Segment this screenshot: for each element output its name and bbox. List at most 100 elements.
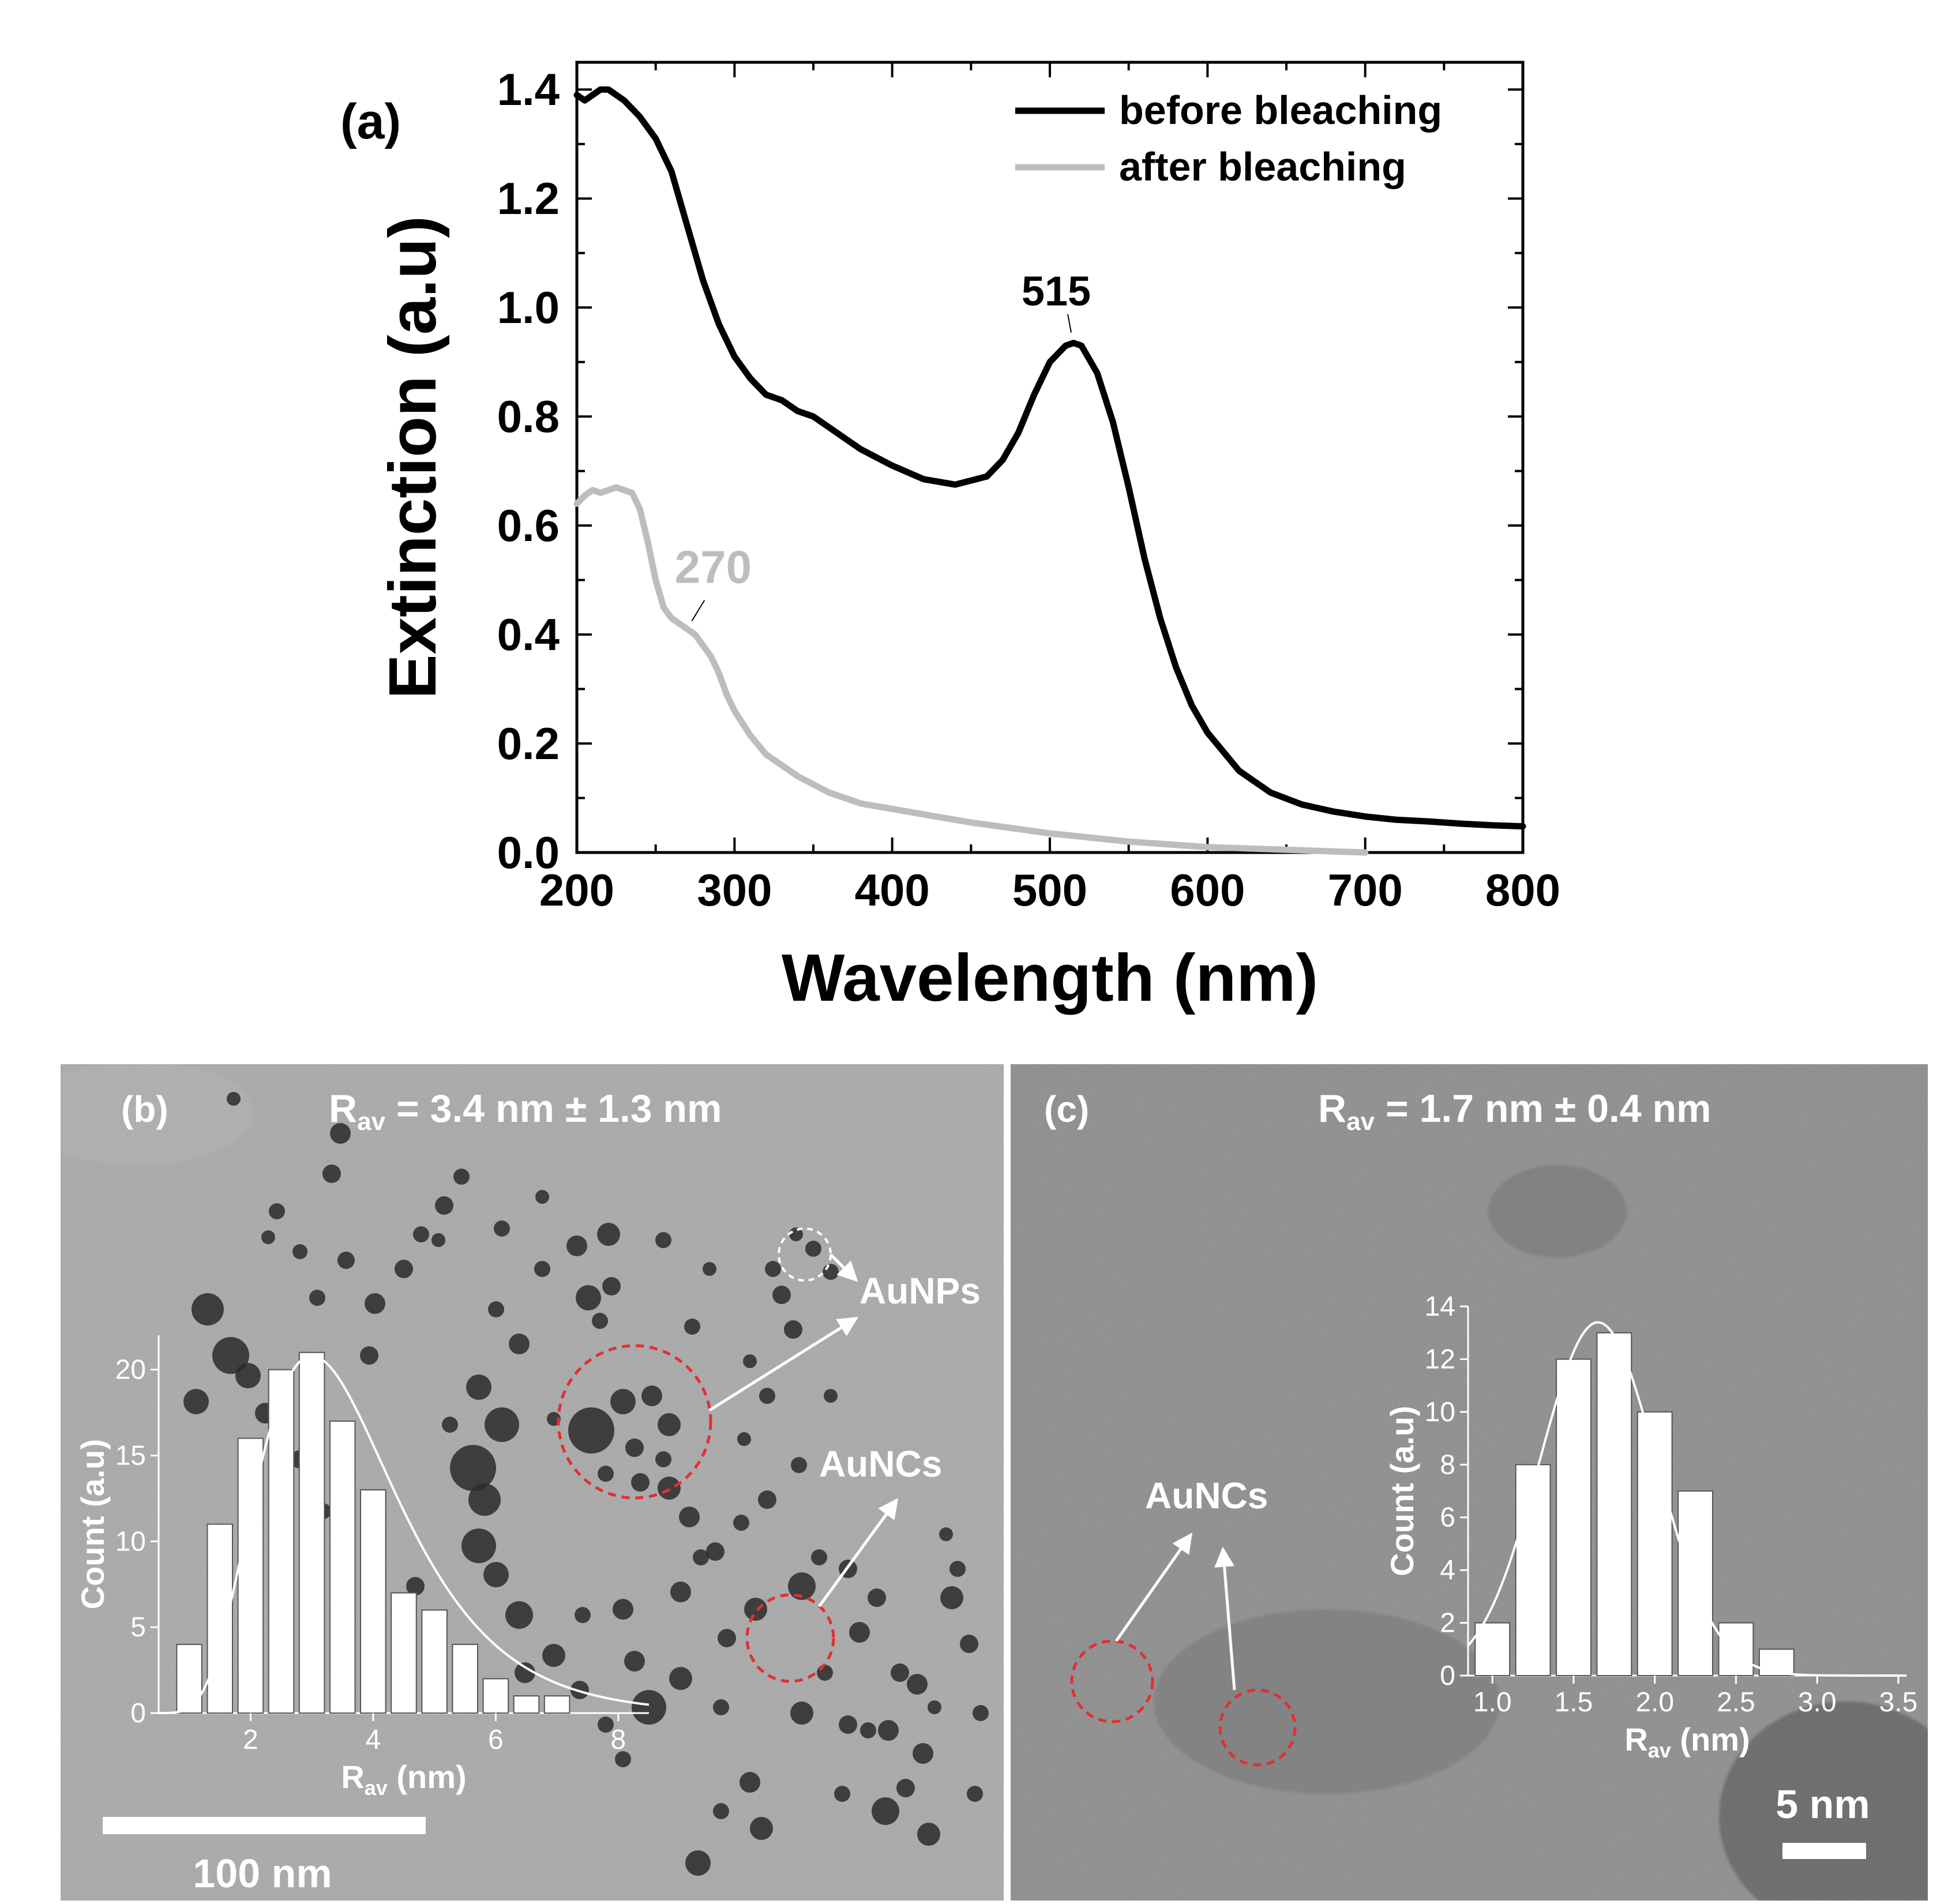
nanoparticle: [292, 1244, 307, 1259]
peak-label-515: 515: [1022, 269, 1091, 315]
nanoparticle: [431, 1233, 445, 1247]
nanoparticle: [395, 1260, 413, 1278]
arrow-auncs-c2: [1214, 1546, 1236, 1691]
nanoparticle: [615, 1751, 631, 1767]
nanoparticle: [693, 1549, 709, 1565]
nanoparticle: [789, 1227, 803, 1241]
nanoparticle: [655, 1232, 671, 1248]
peak-label-270: 270: [675, 542, 752, 593]
arrow-aunps-2: [708, 1316, 858, 1412]
nanoparticle: [765, 1261, 781, 1277]
nanoparticle: [891, 1663, 909, 1682]
series-group: [573, 86, 1526, 856]
nanoparticle: [913, 1743, 933, 1764]
nanoparticle: [602, 1277, 621, 1295]
nanoparticle: [758, 1490, 776, 1509]
nanoparticle: [896, 1779, 915, 1797]
nanoparticle: [485, 1407, 519, 1442]
scale-label-c: 5 nm: [1776, 1782, 1870, 1827]
panel-a-label: (a): [340, 94, 401, 149]
nanoparticle: [413, 1226, 429, 1242]
hist-y-tick-label: 15: [115, 1440, 146, 1471]
nanoparticle: [631, 1473, 650, 1492]
nanoparticle: [406, 1577, 425, 1595]
nanoparticle: [949, 1561, 966, 1577]
x-tick-label: 500: [1012, 865, 1087, 915]
nanoparticle: [625, 1439, 644, 1457]
nanoparticle: [860, 1722, 876, 1738]
nanoparticle: [823, 1264, 839, 1280]
histogram-bar: [237, 1437, 264, 1714]
x-tick-label: 600: [1170, 865, 1245, 915]
hist-x-tick-label: 4: [366, 1725, 381, 1755]
nanoparticle: [632, 1690, 666, 1725]
nanoparticle: [772, 1286, 791, 1304]
histogram-bar: [452, 1643, 479, 1714]
nanoparticle: [967, 1786, 983, 1802]
y-tick-label: 1.4: [497, 64, 560, 115]
nanoparticle: [610, 1389, 636, 1414]
nanoparticle: [817, 1665, 833, 1681]
nanoparticle: [212, 1337, 249, 1374]
hist-x-tick-label: 2: [243, 1725, 258, 1755]
nanoparticle: [658, 1477, 681, 1500]
histogram-bar: [360, 1489, 386, 1714]
hist-y-label: Count (a.u): [74, 1439, 111, 1609]
nanoparticle: [733, 1515, 749, 1531]
nanoparticle: [235, 1363, 261, 1388]
panel-c-label: (c): [1044, 1088, 1089, 1130]
histogram-bar: [1596, 1332, 1632, 1677]
auncs-marker-b: [745, 1593, 835, 1683]
hist-x-tick-label: 1.0: [1473, 1687, 1512, 1718]
nanoparticle: [960, 1635, 978, 1653]
annotations: 515 270: [675, 269, 1091, 622]
peak-leader-515: [1067, 314, 1072, 333]
hist-x-tick-label: 1.5: [1555, 1687, 1593, 1718]
nanoparticle: [713, 1803, 729, 1819]
nanoparticle: [872, 1797, 899, 1825]
hist-y-tick-label: 20: [115, 1355, 146, 1385]
histogram-bar: [1474, 1622, 1511, 1677]
histogram-bar: [421, 1609, 448, 1714]
histogram-bar: [329, 1420, 356, 1714]
x-tick-labels: 200 300 400 500 600 700 800: [539, 865, 1560, 915]
nanoparticle: [868, 1588, 886, 1607]
auncs-marker-c2: [1218, 1688, 1297, 1767]
nanoparticle: [592, 1313, 608, 1329]
hist-x-tick-label: 6: [488, 1725, 504, 1755]
nanoparticle: [788, 1572, 816, 1600]
histogram-bar: [391, 1592, 417, 1714]
nanoparticle: [322, 1165, 341, 1183]
nanoparticles: [183, 1092, 989, 1876]
nanoparticle: [466, 1375, 491, 1400]
nanoparticle: [450, 1445, 496, 1491]
nanoparticle: [534, 1261, 550, 1277]
nanoparticle: [494, 1220, 510, 1237]
y-axis-label: Extinction (a.u): [375, 216, 450, 699]
peak-leader-270: [691, 600, 705, 622]
nanoparticle: [706, 1542, 725, 1561]
nanoparticle: [570, 1681, 589, 1699]
arrow-auncs-b: [817, 1498, 899, 1608]
nanoparticle: [309, 1290, 325, 1306]
panel-c-hrtem: (c) Rav = 1.7 nm ± 0.4 nm AuNCs 1.0 1.5 2.…: [1005, 1064, 1928, 1901]
nanoparticle: [624, 1651, 645, 1672]
panel-c-radius: Rav = 1.7 nm ± 0.4 nm: [1318, 1087, 1711, 1136]
histogram-bar: [1718, 1622, 1754, 1677]
aunps-marker-large: [557, 1344, 712, 1500]
nanoparticle: [703, 1262, 716, 1276]
nanoparticle: [453, 1169, 470, 1185]
scale-bar-b: [103, 1817, 426, 1834]
auncs-label-b: AuNCs: [819, 1443, 942, 1485]
auncs-marker-c1: [1070, 1639, 1154, 1723]
fit-curve: [159, 1355, 650, 1714]
nanoparticle: [655, 1451, 671, 1467]
histogram-bar: [1677, 1490, 1713, 1676]
y-tick-label: 0.0: [497, 827, 560, 878]
y-tick-label: 0.8: [497, 391, 560, 442]
x-axis-label: Wavelength (nm): [782, 940, 1318, 1015]
hist-y-tick-label: 10: [1425, 1397, 1455, 1428]
nanoparticle: [576, 1285, 601, 1310]
nanoparticle: [598, 1717, 614, 1733]
